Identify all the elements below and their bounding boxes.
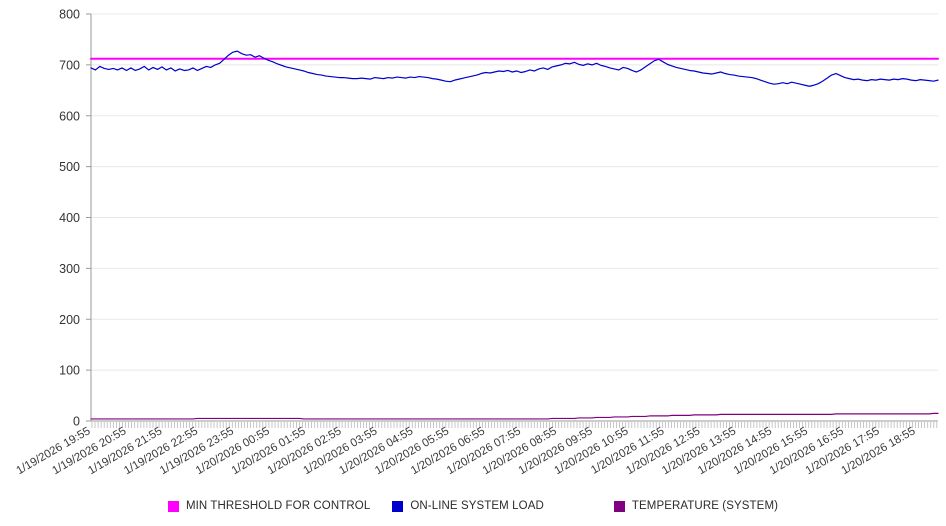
legend-item-temperature[interactable]: TEMPERATURE (SYSTEM) (613, 500, 779, 512)
x-axis-tick-labels: 1/19/2026 19:551/19/2026 20:551/19/2026 … (14, 425, 917, 477)
legend-item-min-threshold[interactable]: MIN THRESHOLD FOR CONTROL (167, 500, 371, 512)
legend-spacer (544, 506, 614, 507)
series-lines (90, 50, 939, 420)
series-line-1 (90, 50, 939, 87)
y-axis-tick-label: 800 (59, 8, 80, 22)
gridlines (91, 13, 938, 371)
legend-label-min-threshold: MIN THRESHOLD FOR CONTROL (185, 500, 371, 512)
legend-swatch-online-system-load-icon (392, 500, 404, 512)
y-axis-tick-label: 700 (59, 58, 80, 72)
y-axis-tick-label: 200 (59, 313, 80, 327)
legend-swatch-min-threshold-icon (167, 500, 179, 512)
x-axis-minor-ticks (91, 422, 938, 428)
legend-label-online-system-load: ON-LINE SYSTEM LOAD (410, 500, 544, 512)
y-axis-tick-label: 0 (73, 415, 80, 429)
chart-legend: MIN THRESHOLD FOR CONTROL ON-LINE SYSTEM… (0, 494, 946, 518)
y-axis-tick-marks (86, 13, 91, 422)
y-axis-tick-label: 400 (59, 211, 80, 225)
legend-swatch-temperature-icon (613, 500, 625, 512)
legend-label-temperature: TEMPERATURE (SYSTEM) (631, 500, 779, 512)
y-axis-tick-label: 300 (59, 262, 80, 276)
y-axis-tick-label: 100 (59, 364, 80, 378)
y-axis-tick-label: 600 (59, 109, 80, 123)
y-axis-tick-label: 500 (59, 160, 80, 174)
y-axis-tick-labels: 0 100 200 300 400 500 600 700 800 (59, 8, 80, 429)
legend-item-online-system-load[interactable]: ON-LINE SYSTEM LOAD (392, 500, 544, 512)
series-line-2 (90, 412, 939, 420)
